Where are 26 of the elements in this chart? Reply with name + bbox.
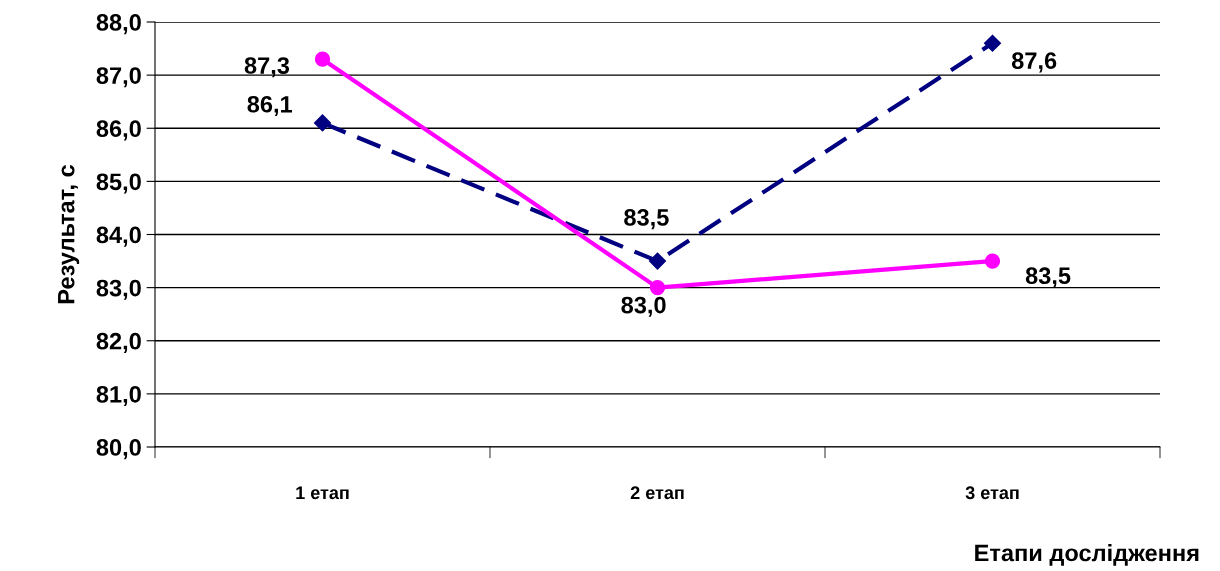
y-tick-label: 80,0	[96, 439, 141, 460]
data-label: 83,5	[1025, 267, 1071, 288]
data-label: 83,5	[624, 209, 669, 230]
data-label: 87,6	[1011, 52, 1057, 73]
data-label: 87,3	[244, 57, 290, 78]
y-axis-title: Результат, с	[58, 164, 80, 304]
x-axis-title: Етапи дослідження	[975, 543, 1199, 566]
data-label: 83,0	[621, 296, 666, 317]
y-tick-label: 85,0	[96, 173, 141, 194]
point	[649, 279, 666, 296]
point	[313, 114, 332, 132]
point	[314, 51, 331, 67]
y-tick-label: 81,0	[96, 385, 141, 407]
point	[983, 34, 1002, 52]
y-tick-label: 86,0	[96, 120, 141, 141]
y-tick-label: 88,0	[96, 14, 141, 35]
point	[984, 253, 1001, 269]
y-tick-label: 82,0	[96, 332, 141, 353]
y-tick-label: 87,0	[96, 67, 141, 88]
x-tick-label: 1 етап	[296, 486, 349, 500]
y-tick-label: 83,0	[96, 279, 141, 300]
data-label: 86,1	[247, 95, 293, 117]
x-tick-label: 2 етап	[630, 486, 684, 500]
point	[648, 252, 667, 270]
y-tick-label: 84,0	[96, 226, 141, 247]
x-tick-label: 3 етап	[965, 486, 1019, 500]
